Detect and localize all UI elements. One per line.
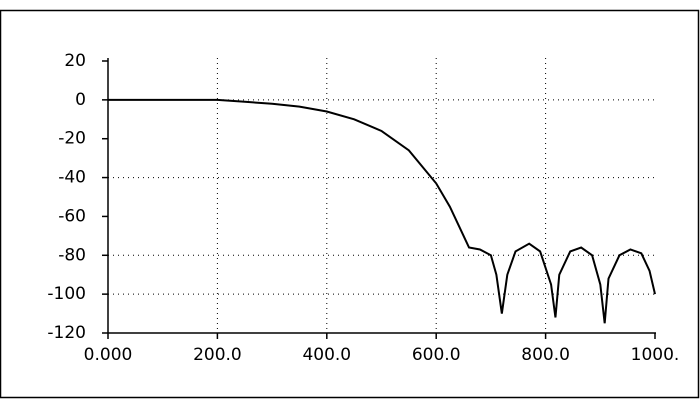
frame (0, 9, 700, 399)
y-tick-label: -60 (58, 206, 86, 226)
x-tick-label: 1000. (631, 345, 680, 365)
y-tick-label: -120 (47, 323, 86, 343)
x-tick-label: 800.0 (521, 345, 570, 365)
x-tick-label: 400.0 (302, 345, 351, 365)
y-tick-label: 20 (64, 51, 86, 71)
y-tick-label: 0 (75, 90, 86, 110)
y-tick-label: -100 (47, 284, 86, 304)
series-line (108, 98, 656, 324)
x-tick-label: 200.0 (193, 345, 242, 365)
x-tick-label: 600.0 (412, 345, 461, 365)
y-tick-label: -80 (58, 245, 86, 265)
y-tick-label: -40 (58, 168, 86, 188)
y-tick-label: -20 (58, 129, 86, 149)
x-tick-label: 0.000 (84, 345, 133, 365)
